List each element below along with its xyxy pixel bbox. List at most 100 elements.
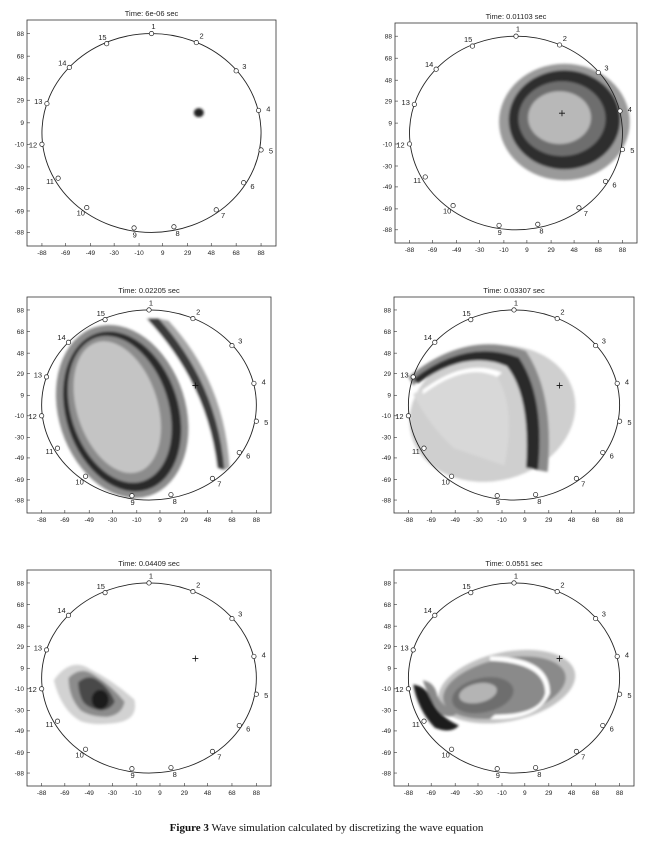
electrode-marker	[513, 33, 519, 39]
electrode-marker	[573, 748, 579, 754]
wave-contour	[146, 318, 225, 470]
electrode-marker	[468, 317, 474, 323]
x-tick-label: -88	[404, 790, 414, 797]
y-tick-label: -49	[383, 184, 393, 191]
wave-panel-6: Time: 0.0551 sec-88 -69 -49 -30 -10 9 29 48 68 88…	[382, 559, 635, 797]
y-tick-label: 9	[387, 393, 391, 400]
electrode-marker	[595, 69, 601, 76]
electrode-marker	[229, 616, 235, 622]
x-tick-label: 68	[592, 790, 600, 797]
electrode-label: 8	[537, 770, 541, 779]
y-tick-label: -88	[15, 770, 25, 777]
electrode-label: 15	[462, 582, 470, 591]
figure-caption: Figure 3 Wave simulation calculated by d…	[0, 822, 653, 834]
electrode-label: 12	[395, 412, 403, 421]
y-tick-label: 9	[20, 393, 24, 400]
electrode-label: 10	[75, 477, 83, 486]
panel-title: Time: 6e-06 sec	[125, 9, 179, 18]
wave-contour	[490, 656, 550, 720]
x-tick-label: -10	[132, 517, 142, 524]
y-tick-label: -10	[15, 686, 25, 693]
electrode-marker	[253, 691, 259, 697]
x-tick-label: 88	[253, 790, 261, 797]
electrode-label: 13	[400, 370, 408, 379]
electrode-marker	[256, 107, 262, 113]
y-tick-label: -30	[383, 163, 393, 170]
electrode-marker	[148, 31, 155, 37]
x-tick-label: -69	[428, 247, 438, 254]
y-tick-label: 68	[385, 56, 393, 63]
electrode-label: 14	[58, 58, 66, 67]
electrode-marker	[614, 380, 620, 386]
electrode-label: 3	[238, 610, 242, 619]
panel-title: Time: 0.01103 sec	[486, 12, 547, 21]
axes-frame	[26, 19, 277, 247]
x-tick-label: -49	[86, 250, 96, 257]
electrode-marker	[421, 445, 427, 451]
electrode-marker	[229, 343, 235, 349]
y-tick-label: -69	[15, 208, 25, 215]
source-cross-marker	[556, 655, 563, 662]
wave-field	[55, 318, 230, 498]
electrode-marker	[433, 66, 439, 72]
y-tick-label: -69	[382, 477, 392, 484]
electrode-label: 6	[246, 452, 250, 461]
x-tick-label: -69	[426, 517, 436, 524]
x-tick-label: 68	[228, 790, 236, 797]
electrode-marker	[496, 222, 502, 228]
x-tick-label: 88	[616, 517, 624, 524]
electrode-marker	[43, 647, 50, 653]
electrode-marker	[65, 339, 72, 345]
electrode-label: 13	[34, 370, 42, 379]
x-tick-label: 48	[568, 790, 576, 797]
electrode-marker	[421, 718, 427, 724]
electrode-label: 7	[221, 211, 225, 220]
y-tick-label: 9	[387, 666, 391, 673]
electrode-label: 15	[462, 309, 470, 318]
electrode-label: 2	[560, 581, 564, 590]
electrode-marker	[617, 691, 623, 697]
electrode-label: 1	[149, 298, 153, 307]
x-tick-label: -49	[452, 247, 462, 254]
x-tick-label: -10	[134, 250, 144, 257]
electrode-marker	[168, 765, 174, 771]
x-tick-label: -49	[450, 790, 460, 797]
x-tick-label: 48	[204, 790, 212, 797]
y-tick-label: -30	[15, 708, 25, 715]
y-tick-label: -69	[15, 477, 25, 484]
y-tick-label: -10	[383, 141, 393, 148]
electrode-label: 9	[496, 498, 500, 507]
y-tick-label: -30	[382, 435, 392, 442]
y-tick-label: -69	[383, 206, 393, 213]
electrode-marker	[54, 718, 61, 724]
electrode-label: 13	[402, 98, 410, 107]
electrode-label: 13	[34, 643, 42, 652]
electrode-marker	[236, 722, 242, 729]
electrode-marker	[554, 589, 560, 595]
electrode-marker	[39, 413, 45, 419]
y-tick-label: -30	[15, 164, 25, 171]
electrode-marker	[450, 203, 456, 209]
electrode-label: 3	[238, 337, 242, 346]
electrode-marker	[432, 612, 438, 618]
x-tick-label: 29	[545, 517, 553, 524]
electrode-label: 13	[400, 643, 408, 652]
x-tick-label: -30	[475, 247, 485, 254]
electrode-marker	[190, 589, 196, 595]
x-tick-label: 9	[523, 517, 527, 524]
wave-contour	[136, 318, 218, 468]
x-tick-label: -88	[37, 517, 47, 524]
electrode-label: 1	[514, 298, 518, 307]
electrode-label: 7	[581, 480, 585, 489]
electrode-label: 15	[97, 582, 105, 591]
wave-contour	[91, 689, 109, 710]
electrode-marker	[102, 590, 108, 596]
x-tick-label: -69	[60, 790, 70, 797]
electrode-marker	[405, 413, 411, 419]
electrode-label: 4	[628, 105, 632, 114]
electrode-label: 9	[131, 498, 135, 507]
x-tick-label: -10	[497, 790, 507, 797]
y-tick-label: -49	[382, 455, 392, 462]
x-tick-label: 88	[616, 790, 624, 797]
